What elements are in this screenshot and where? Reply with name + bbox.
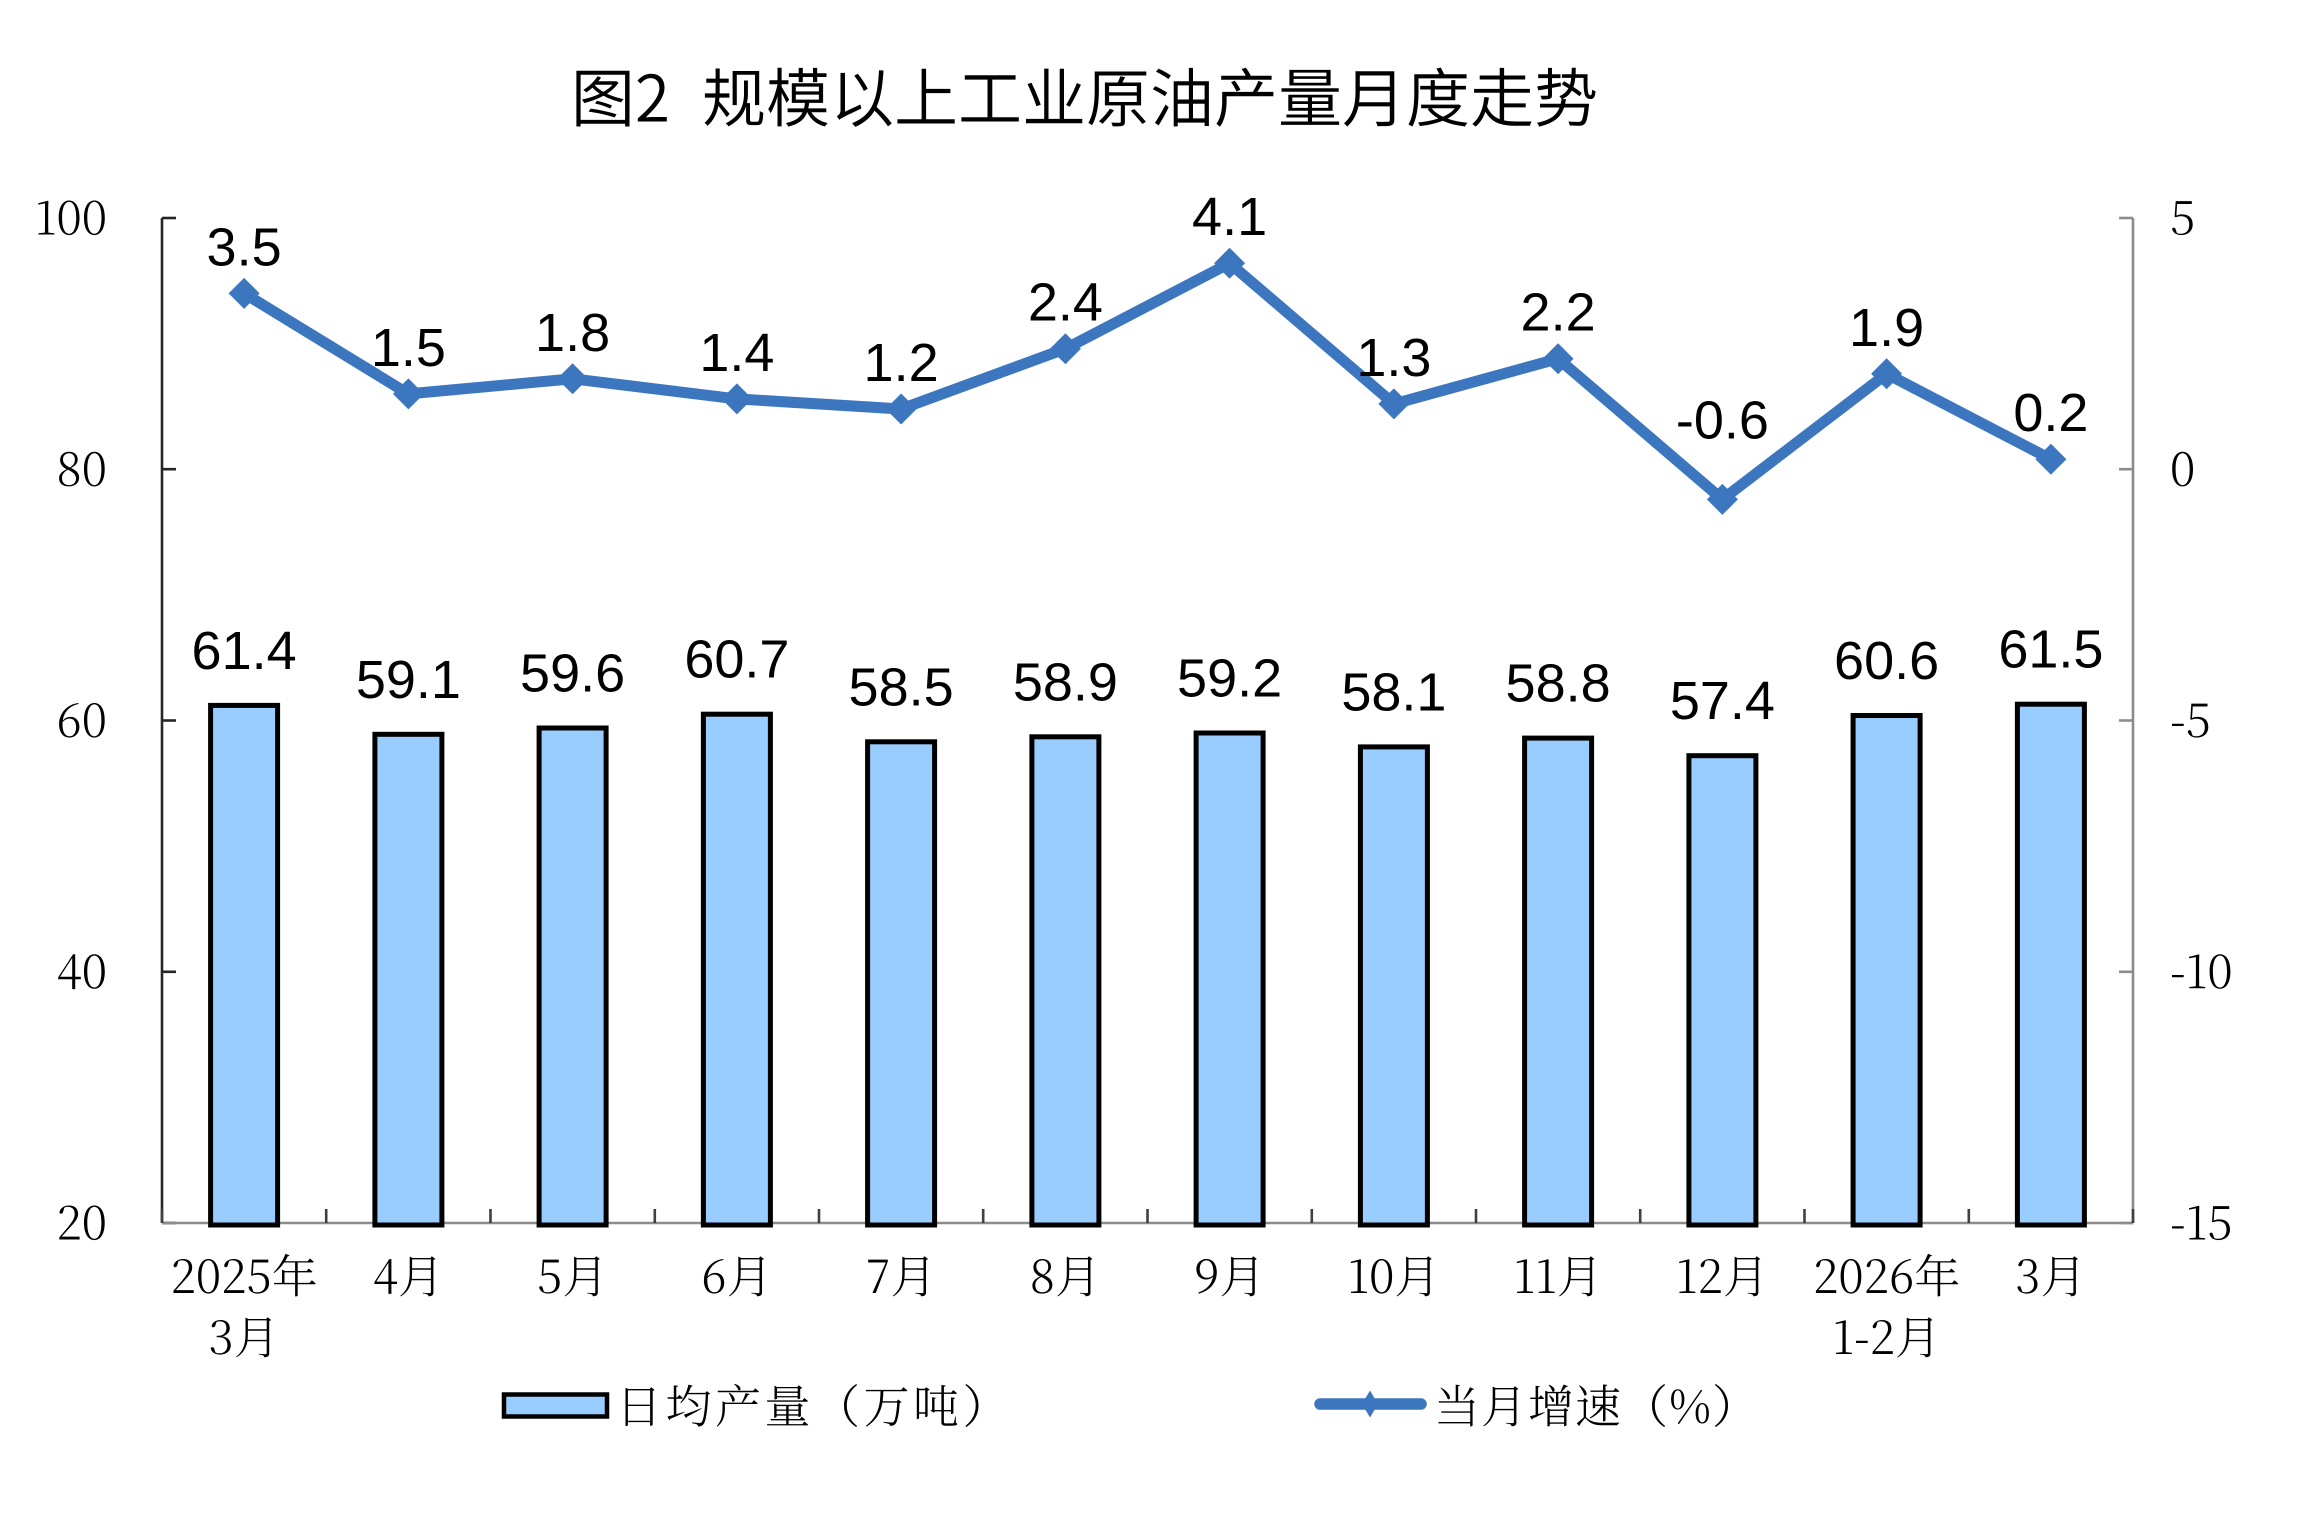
svg-text:1.4: 1.4 xyxy=(699,323,774,383)
svg-text:1.8: 1.8 xyxy=(535,303,610,363)
svg-text:-0.6: -0.6 xyxy=(1676,390,1769,450)
svg-text:2.2: 2.2 xyxy=(1521,283,1596,343)
svg-text:58.8: 58.8 xyxy=(1506,654,1611,714)
svg-text:57.4: 57.4 xyxy=(1670,671,1775,731)
svg-text:59.2: 59.2 xyxy=(1177,649,1282,709)
svg-text:2.4: 2.4 xyxy=(1028,273,1103,333)
svg-text:61.4: 61.4 xyxy=(192,621,297,681)
svg-text:1.9: 1.9 xyxy=(1849,298,1924,358)
svg-text:60.6: 60.6 xyxy=(1834,631,1939,691)
svg-text:58.1: 58.1 xyxy=(1341,662,1446,722)
svg-text:3.5: 3.5 xyxy=(207,217,282,277)
svg-text:60.7: 60.7 xyxy=(684,630,789,690)
svg-text:58.5: 58.5 xyxy=(849,657,954,717)
svg-text:1.2: 1.2 xyxy=(864,333,939,393)
svg-text:1.3: 1.3 xyxy=(1356,328,1431,388)
svg-text:58.9: 58.9 xyxy=(1013,652,1118,712)
svg-text:61.5: 61.5 xyxy=(1998,620,2103,680)
svg-text:1.5: 1.5 xyxy=(371,318,446,378)
svg-text:59.1: 59.1 xyxy=(356,650,461,710)
svg-text:0.2: 0.2 xyxy=(2013,383,2088,443)
svg-text:59.6: 59.6 xyxy=(520,644,625,704)
svg-text:4.1: 4.1 xyxy=(1192,187,1267,247)
